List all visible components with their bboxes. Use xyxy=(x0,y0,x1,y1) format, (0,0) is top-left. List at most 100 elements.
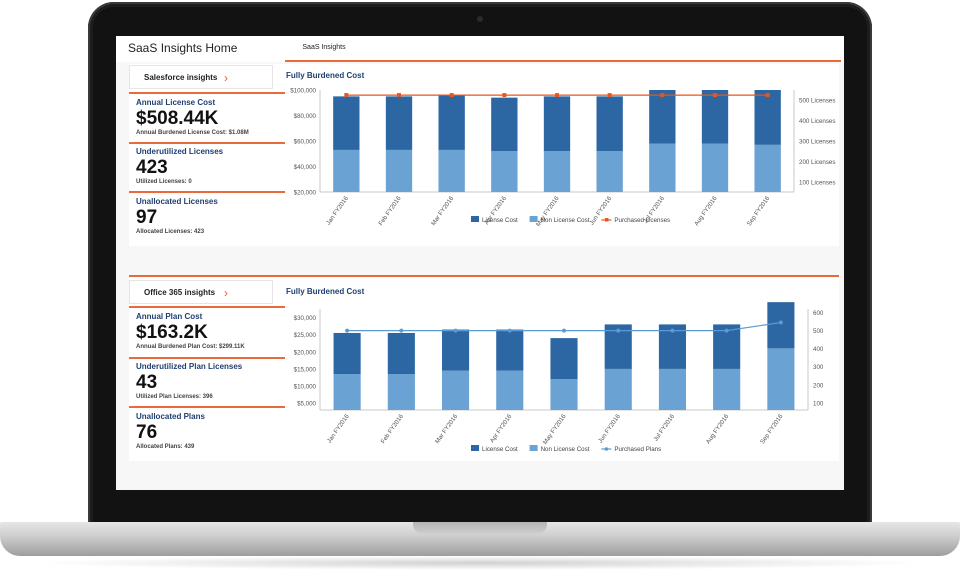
kpi-value: 97 xyxy=(136,207,158,228)
kpi-value: $508.44K xyxy=(136,108,219,129)
line-point xyxy=(778,320,783,325)
legend-marker xyxy=(604,447,609,451)
section-divider xyxy=(129,275,839,277)
x-tick-label: May FY2016 xyxy=(542,413,568,446)
kpi-title: Annual Plan Cost xyxy=(136,312,203,321)
legend-label: Purchased Plans xyxy=(614,446,661,453)
bar-non-license-cost xyxy=(333,149,360,192)
bar-non-license-cost xyxy=(333,374,361,410)
x-tick-label: Jun FY2016 xyxy=(588,195,613,227)
office365-insights-label: Office 365 insights xyxy=(144,288,216,297)
x-tick-label: Jan FY2016 xyxy=(325,195,350,227)
kpi-divider xyxy=(129,406,285,408)
bar-non-license-cost xyxy=(496,370,524,410)
kpi-value: 76 xyxy=(136,422,158,443)
office365-insights-link[interactable]: Office 365 insights › xyxy=(129,280,273,304)
line-point xyxy=(453,328,458,333)
kpi-unallocated-plans: Unallocated Plans 76 Allocated Plans: 43… xyxy=(136,412,266,450)
bar-non-license-cost xyxy=(442,370,470,410)
kpi-sub: Annual Burdened License Cost: $1.08M xyxy=(136,130,249,136)
kpi-unallocated-licenses: Unallocated Licenses 97 Allocated Licens… xyxy=(136,197,266,235)
y-tick-label: $10,000 xyxy=(294,384,317,391)
kpi-divider xyxy=(129,142,285,144)
bar-license-cost xyxy=(438,95,465,150)
y2-tick-label: 400 xyxy=(813,346,824,353)
bar-non-license-cost xyxy=(604,368,632,410)
x-tick-label: Feb FY2016 xyxy=(380,413,406,445)
kpi-sub: Annual Burdened Plan Cost: $299.11K xyxy=(136,344,245,350)
y-tick-label: $40,000 xyxy=(294,164,317,171)
y2-tick-label: 400 Licenses xyxy=(799,118,835,125)
laptop-shadow xyxy=(30,556,930,570)
kpi-title: Underutilized Plan Licenses xyxy=(136,362,243,371)
y2-tick-label: 300 xyxy=(813,364,824,371)
kpi-underutilized-licenses: Underutilized Licenses 423 Utilized Lice… xyxy=(136,147,266,185)
bar-non-license-cost xyxy=(754,144,781,192)
kpi-underutilized-plan-licenses: Underutilized Plan Licenses 43 Utilized … xyxy=(136,362,266,400)
top-bar: SaaS Insights Home SaaS Insights xyxy=(116,36,844,62)
bar-non-license-cost xyxy=(387,374,415,410)
bar-non-license-cost xyxy=(658,368,686,410)
x-tick-label: Jun FY2016 xyxy=(597,413,622,445)
x-tick-label: Mar FY2016 xyxy=(434,413,460,445)
legend-swatch xyxy=(471,445,479,451)
x-tick-label: Aug FY2016 xyxy=(705,413,731,446)
kpi-sub: Utilized Licenses: 0 xyxy=(136,179,192,185)
line-point xyxy=(399,328,404,333)
x-tick-label: Sep FY2016 xyxy=(759,413,785,446)
y2-tick-label: 100 xyxy=(813,400,824,407)
y2-tick-label: 300 Licenses xyxy=(799,139,835,146)
y-tick-label: $30,000 xyxy=(294,315,317,322)
bar-non-license-cost xyxy=(543,151,571,192)
y-tick-label: $20,000 xyxy=(294,349,317,356)
bar-license-cost xyxy=(333,332,361,375)
y2-tick-label: 200 xyxy=(813,382,824,389)
kpi-sub: Allocated Plans: 439 xyxy=(136,444,195,450)
kpi-title: Underutilized Licenses xyxy=(136,147,224,156)
bar-license-cost xyxy=(550,338,578,380)
x-tick-label: Jul FY2016 xyxy=(652,413,676,443)
bar-non-license-cost xyxy=(767,348,795,410)
legend-label: License Cost xyxy=(482,446,518,453)
y-tick-label: $25,000 xyxy=(294,332,317,339)
header-accent-line xyxy=(285,60,841,62)
bar-license-cost xyxy=(754,90,781,145)
line-point xyxy=(555,93,559,98)
legend-label: Purchased Licenses xyxy=(614,217,670,224)
line-point xyxy=(724,328,729,333)
tab-saas-insights[interactable]: SaaS Insights xyxy=(285,36,363,62)
bar-license-cost xyxy=(496,329,524,371)
y2-tick-label: 200 Licenses xyxy=(799,159,835,166)
y-tick-label: $15,000 xyxy=(294,366,317,373)
salesforce-cost-chart: $20,000 $40,000 $60,000 $80,000 $100,000 100 … xyxy=(290,88,835,228)
bar-license-cost xyxy=(649,90,676,144)
kpi-value: 43 xyxy=(136,372,158,393)
bar-non-license-cost xyxy=(596,151,623,192)
legend-swatch xyxy=(471,216,479,222)
legend-swatch xyxy=(529,445,538,451)
legend-swatch xyxy=(529,216,538,222)
line-point xyxy=(713,93,717,98)
kpi-divider xyxy=(129,92,285,94)
y-tick-label: $80,000 xyxy=(294,113,317,120)
kpi-divider xyxy=(129,306,285,308)
laptop-base-notch xyxy=(413,522,547,534)
bar-license-cost xyxy=(767,302,795,349)
kpi-title: Annual License Cost xyxy=(136,98,216,107)
line-point xyxy=(449,93,454,98)
bar-license-cost xyxy=(333,96,360,150)
bar-non-license-cost xyxy=(701,143,729,192)
kpi-divider xyxy=(129,191,285,193)
line-point xyxy=(502,93,507,98)
kpi-sub: Utilized Plan Licenses: 396 xyxy=(136,394,213,400)
bar-non-license-cost xyxy=(385,149,413,192)
kpi-value: 423 xyxy=(136,157,168,178)
bar-license-cost xyxy=(491,97,518,152)
x-tick-label: Feb FY2016 xyxy=(377,195,403,227)
line-point xyxy=(507,328,512,333)
line-point xyxy=(616,328,621,333)
y2-tick-label: 600 xyxy=(813,310,824,317)
y2-tick-label: 500 xyxy=(813,328,824,335)
y-tick-label: $5,000 xyxy=(297,401,316,408)
salesforce-insights-link[interactable]: Salesforce insights › xyxy=(129,65,273,89)
